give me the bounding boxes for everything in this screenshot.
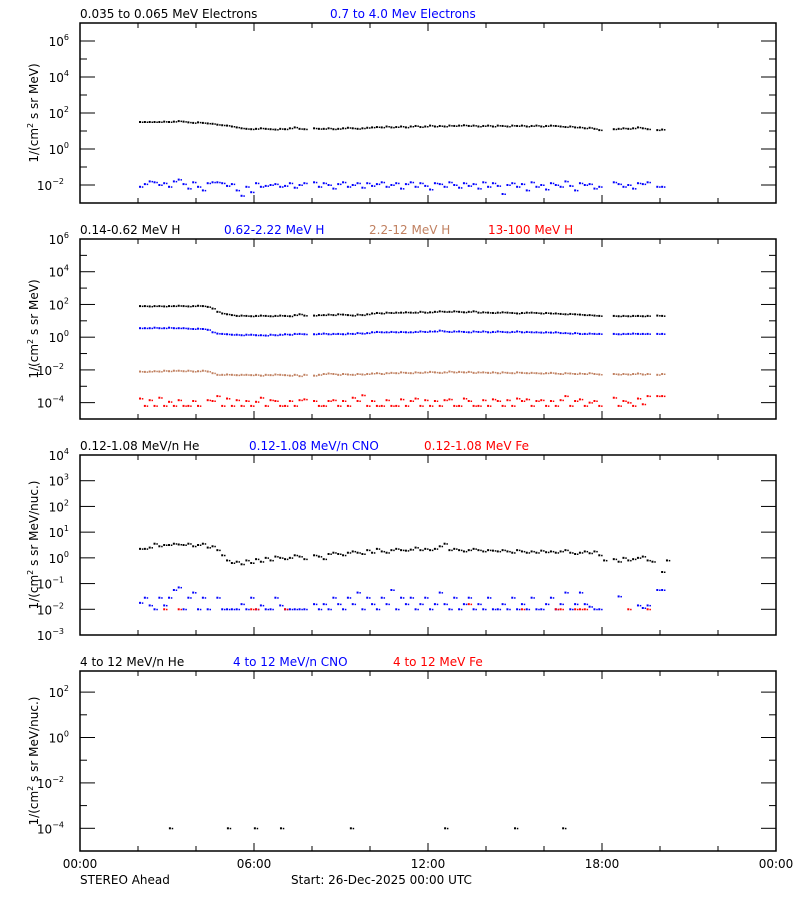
y-tick-label: 102 (49, 296, 69, 312)
data-series (139, 586, 666, 611)
y-axis-title: 1/(cm2 s sr MeV/nuc.) (26, 697, 41, 826)
legend-entry: 0.7 to 4.0 Mev Electrons (330, 7, 476, 21)
y-tick-label: 100 (49, 329, 69, 345)
y-tick-label: 100 (49, 730, 69, 746)
y-tick-label: 104 (49, 447, 69, 463)
data-series (139, 542, 671, 573)
data-series (139, 304, 666, 318)
y-tick-label: 103 (49, 473, 69, 489)
y-tick-label: 10−2 (37, 177, 64, 193)
spacecraft-label: STEREO Ahead (80, 873, 170, 887)
y-tick-label: 106 (49, 33, 69, 49)
data-series (139, 369, 666, 378)
y-tick-label: 101 (49, 524, 69, 540)
legend-entry: 0.12-1.08 MeV/n CNO (249, 439, 379, 453)
y-tick-label: 104 (49, 69, 69, 85)
plot-frame (79, 670, 777, 852)
y-tick-label: 102 (49, 498, 69, 514)
x-tick-label: 12:00 (411, 857, 446, 871)
legend-entry: 2.2-12 MeV H (369, 223, 450, 237)
y-tick-label: 102 (49, 684, 69, 700)
data-series (139, 394, 666, 407)
panel-1: 10−2 100 102 104 106 1/(cm2 s sr MeV) 0.035 to… (26, 7, 777, 204)
legend-entry: 4 to 12 MeV/n He (80, 655, 184, 669)
x-tick-label: 06:00 (237, 857, 272, 871)
y-axis-title: 1/(cm2 s sr MeV/nuc.) (26, 481, 41, 610)
legend-entry: 4 to 12 MeV/n CNO (233, 655, 348, 669)
legend-entry: 0.12-1.08 MeV Fe (424, 439, 529, 453)
y-tick-label: 100 (49, 141, 69, 157)
legend-entry: 0.035 to 0.065 MeV Electrons (80, 7, 257, 21)
y-tick-label: 10−3 (37, 627, 64, 643)
y-tick-label: 104 (49, 264, 69, 280)
y-tick-label: 100 (49, 550, 69, 566)
x-tick-label: 00:00 (759, 857, 794, 871)
legend-entry: 13-100 MeV H (488, 223, 573, 237)
x-tick-label: 18:00 (585, 857, 620, 871)
data-series (163, 603, 651, 611)
data-series (139, 326, 666, 337)
legend-entry: 0.14-0.62 MeV H (80, 223, 180, 237)
data-series (139, 120, 666, 132)
legend-entry: 4 to 12 MeV Fe (393, 655, 483, 669)
start-time-label: Start: 26-Dec-2025 00:00 UTC (291, 873, 472, 887)
y-axis-title: 1/(cm2 s sr MeV) (26, 63, 41, 162)
y-tick-label: 102 (49, 105, 69, 121)
data-series (139, 178, 666, 197)
data-series (168, 827, 567, 830)
x-tick-label: 00:00 (63, 857, 98, 871)
y-tick-label: 106 (49, 231, 69, 247)
plot-frame (79, 22, 777, 204)
x-axis-labels: 00:00 06:00 12:00 18:00 00:00 (63, 857, 794, 871)
y-tick-label: 10−4 (37, 395, 64, 411)
legend-entry: 0.62-2.22 MeV H (224, 223, 324, 237)
legend-entry: 0.12-1.08 MeV/n He (80, 439, 199, 453)
y-axis-title: 1/(cm2 s sr MeV) (26, 279, 41, 378)
